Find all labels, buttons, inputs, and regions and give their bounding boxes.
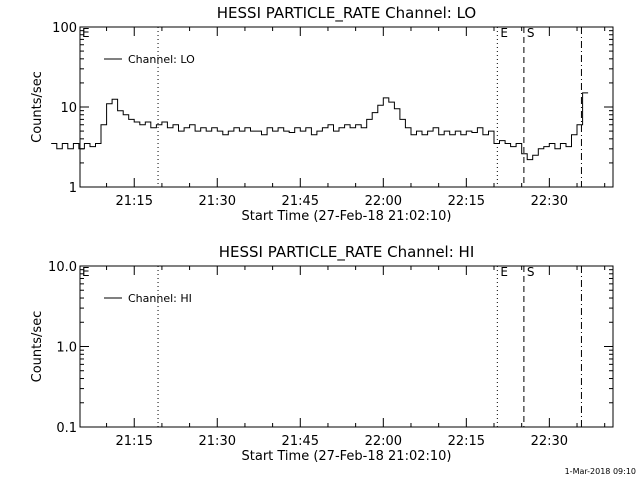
y-tick-label: 10 [60,101,77,116]
x-tick-label: 22:30 [531,194,568,209]
x-tick-label: 21:45 [282,434,319,449]
x-tick-label: 22:30 [531,434,568,449]
plot-frame-hi [79,265,614,428]
y-tick-label: 1.0 [56,341,77,356]
x-tick-label: 21:15 [116,434,153,449]
chart-title-hi: HESSI PARTICLE_RATE Channel: HI [219,243,475,262]
x-axis-label-hi: Start Time (27-Feb-18 21:02:10) [242,449,452,464]
event-label-E: E [500,26,508,40]
event-label-E: E [500,265,508,279]
x-tick-label: 21:15 [116,194,153,209]
chart-title-lo: HESSI PARTICLE_RATE Channel: LO [217,4,476,23]
event-label-start: E [82,265,90,279]
y-tick-label: 100 [52,21,77,36]
y-tick-label: 10.0 [48,260,77,275]
y-axis-label-lo: Counts/sec [30,71,45,143]
x-tick-label: 21:45 [282,194,319,209]
series-line-lo [51,92,589,161]
x-tick-label: 21:30 [199,194,236,209]
y-tick-label: 0.1 [56,421,77,436]
x-tick-label: 22:00 [365,434,402,449]
x-tick-label: 22:00 [365,194,402,209]
legend-entry-hi: Channel: HI [128,292,192,305]
footer-timestamp: 1-Mar-2018 09:10 [565,467,636,476]
event-label-start: E [82,26,90,40]
x-axis-label-lo: Start Time (27-Feb-18 21:02:10) [242,209,452,224]
y-tick-label: 1 [69,181,77,196]
y-axis-label-hi: Counts/sec [30,311,45,383]
x-tick-label: 21:30 [199,434,236,449]
x-tick-label: 22:15 [448,434,485,449]
event-label-S: S [527,265,535,279]
plot-frame-lo [79,26,614,188]
x-tick-label: 22:15 [448,194,485,209]
event-label-S: S [527,26,535,40]
legend-entry-lo: Channel: LO [128,53,195,66]
